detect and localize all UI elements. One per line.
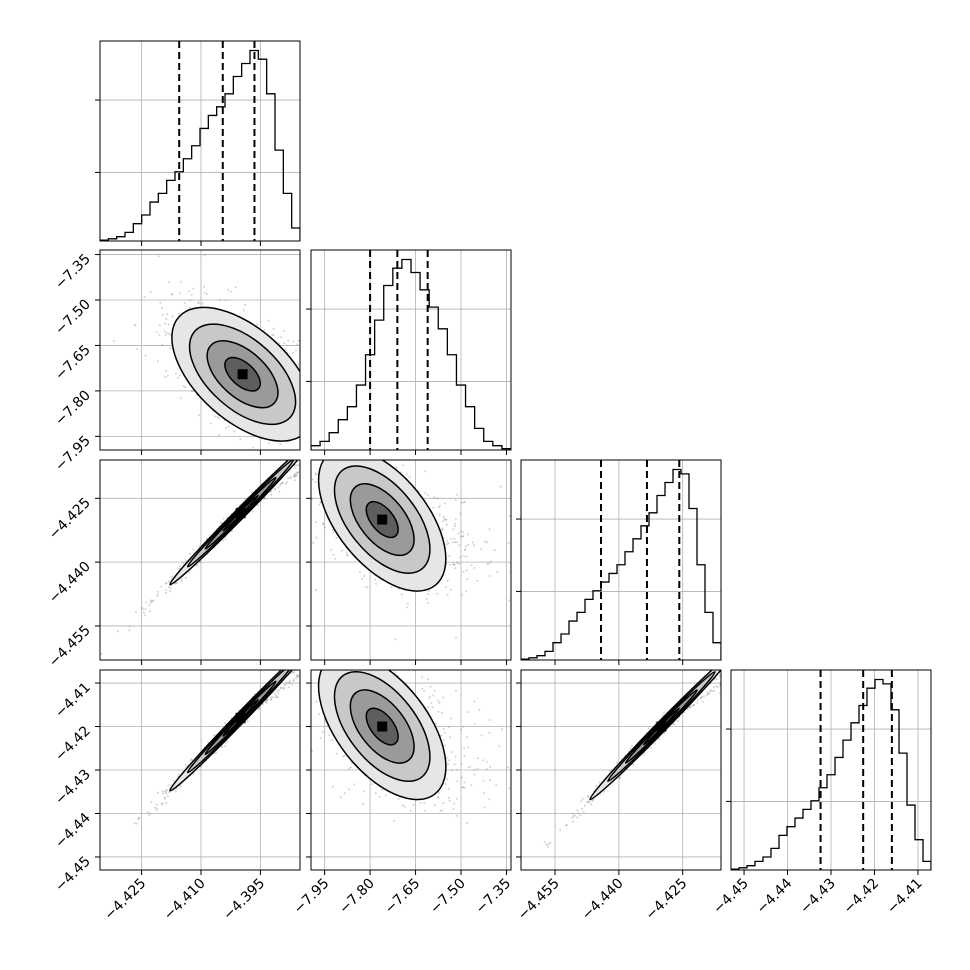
inner-xticks-2-1 <box>324 660 507 665</box>
panel-1-0-frame <box>99 249 301 451</box>
y-axis-1-tick-label-4: −7.35 <box>52 251 94 293</box>
x-axis-3-tick-label-2: −4.43 <box>797 876 839 918</box>
x-axis-0-tick-label-2: −4.395 <box>220 876 268 924</box>
y-axis-3-tick-label-4: −4.41 <box>52 680 94 722</box>
panel-3-1-peak <box>377 721 388 732</box>
scatter-panel-3-1 <box>310 669 512 871</box>
histogram-1-steps <box>311 258 511 450</box>
hist-1-frame <box>310 249 512 451</box>
histogram-3-steps <box>731 678 931 870</box>
inner-xticks-2-0 <box>141 660 261 665</box>
y-axis-3: −4.45−4.44−4.43−4.42−4.41 <box>52 680 100 895</box>
scatter-panel-1-0 <box>99 249 301 451</box>
x-axis-3-tick-label-3: −4.42 <box>841 876 883 918</box>
y-axis-1-tick-label-0: −7.95 <box>52 433 94 475</box>
inner-ticks-2-1 <box>306 497 311 627</box>
x-axis-0-tick-label-1: −4.410 <box>161 876 209 924</box>
panel-2-0-peak <box>235 508 246 519</box>
scatter-panel-2-1 <box>310 459 512 661</box>
x-axis-1-tick-label-3: −7.50 <box>427 876 469 918</box>
histogram-panel-1 <box>306 249 512 451</box>
x-axis-3-tick-label-1: −4.44 <box>754 875 796 917</box>
x-axis-0: −4.425 −4.410 −4.395 <box>101 870 268 923</box>
inner-xticks-2-2 <box>554 660 684 665</box>
y-axis-3-tick-label-1: −4.44 <box>52 810 94 852</box>
scatter-panel-3-2 <box>520 669 722 871</box>
scatter-panel-2-0 <box>99 459 301 661</box>
panel-3-2-peak <box>656 721 667 732</box>
histogram-panel-3 <box>726 669 932 871</box>
y-axis-1: −7.95−7.80−7.65−7.50−7.35 <box>52 251 100 475</box>
x-axis-1-tick-label-0: −7.95 <box>291 876 333 918</box>
y-axis-2-tick-label-2: −4.425 <box>46 495 94 543</box>
scatter-panel-3-0 <box>99 669 301 871</box>
x-axis-1: −7.95 −7.80 −7.65 −7.50 −7.35 <box>291 870 514 917</box>
inner-xticks-1-1 <box>324 450 507 455</box>
panel-2-1-frame <box>310 459 512 661</box>
x-axis-2-tick-label-2: −4.425 <box>643 876 691 924</box>
histogram-panel-0 <box>95 40 301 242</box>
panel-2-1-peak <box>377 514 388 525</box>
x-axis-3-tick-label-4: −4.41 <box>884 876 926 918</box>
y-axis-1-tick-label-1: −7.80 <box>52 387 94 429</box>
x-axis-1-tick-label-1: −7.80 <box>336 876 378 918</box>
inner-xticks-1-0 <box>141 450 261 455</box>
histogram-0-steps <box>100 49 300 241</box>
x-axis-2: −4.455 −4.440 −4.425 <box>515 870 691 923</box>
histogram-2-steps <box>521 468 721 660</box>
y-axis-2-tick-label-1: −4.440 <box>46 559 94 607</box>
histogram-panel-2 <box>516 459 722 661</box>
y-axis-3-tick-label-0: −4.45 <box>52 853 94 895</box>
panel-3-0-peak <box>235 712 246 723</box>
y-axis-3-tick-label-3: −4.42 <box>52 723 94 765</box>
x-axis-1-tick-label-2: −7.65 <box>382 876 424 918</box>
x-axis-2-tick-label-0: −4.455 <box>515 876 563 924</box>
y-axis-1-tick-label-2: −7.65 <box>52 342 94 384</box>
panel-3-2-samples <box>543 674 721 848</box>
x-axis-3-tick-label-0: −4.45 <box>710 876 752 918</box>
panel-1-0-peak <box>237 369 248 380</box>
y-axis-3-tick-label-2: −4.43 <box>52 767 94 809</box>
panel-2-0-frame <box>99 459 301 661</box>
y-axis-2-tick-label-0: −4.455 <box>46 622 94 670</box>
x-axis-0-tick-label-0: −4.425 <box>101 876 149 924</box>
inner-xticks-0-0 <box>141 241 261 246</box>
hist-0-frame <box>99 40 301 242</box>
y-axis-1-tick-label-3: −7.50 <box>52 297 94 339</box>
x-axis-3: −4.45 −4.44 −4.43 −4.42 −4.41 <box>710 870 926 917</box>
inner-ticks-3-2 <box>516 682 521 858</box>
hist-2-frame <box>520 459 722 661</box>
x-axis-1-tick-label-4: −7.35 <box>473 876 515 918</box>
x-axis-2-tick-label-1: −4.440 <box>579 876 627 924</box>
inner-ticks-3-1 <box>306 682 311 858</box>
y-axis-2: −4.455 −4.440 −4.425 <box>46 495 100 670</box>
